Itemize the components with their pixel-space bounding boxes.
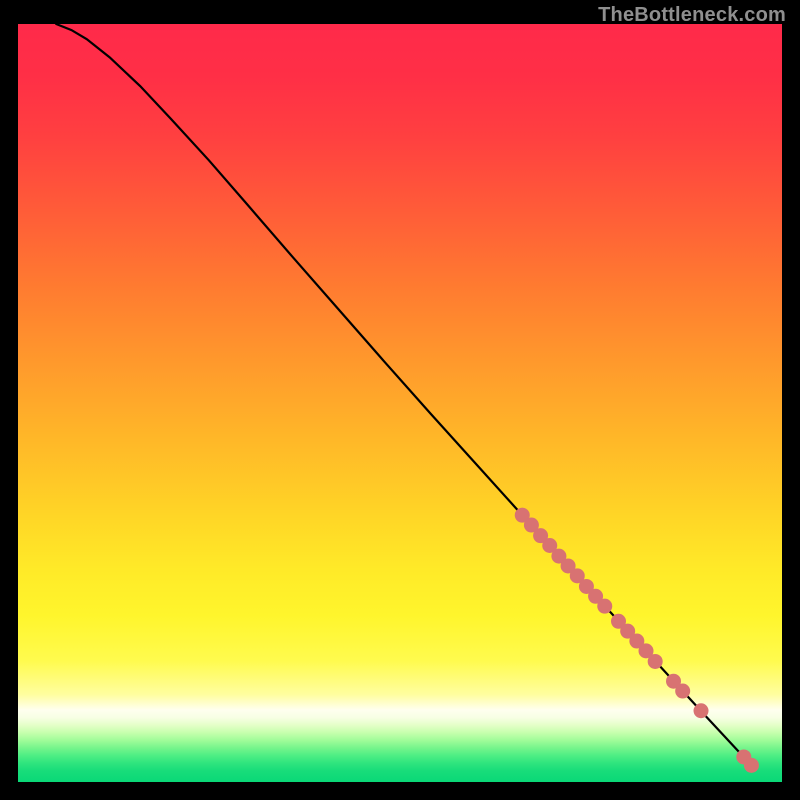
data-marker [675,684,690,699]
chart-stage: TheBottleneck.com [0,0,800,800]
gradient-panel [18,24,782,782]
data-marker [597,599,612,614]
bottleneck-chart [0,0,800,800]
data-marker [694,703,709,718]
data-marker [648,654,663,669]
data-marker [744,758,759,773]
